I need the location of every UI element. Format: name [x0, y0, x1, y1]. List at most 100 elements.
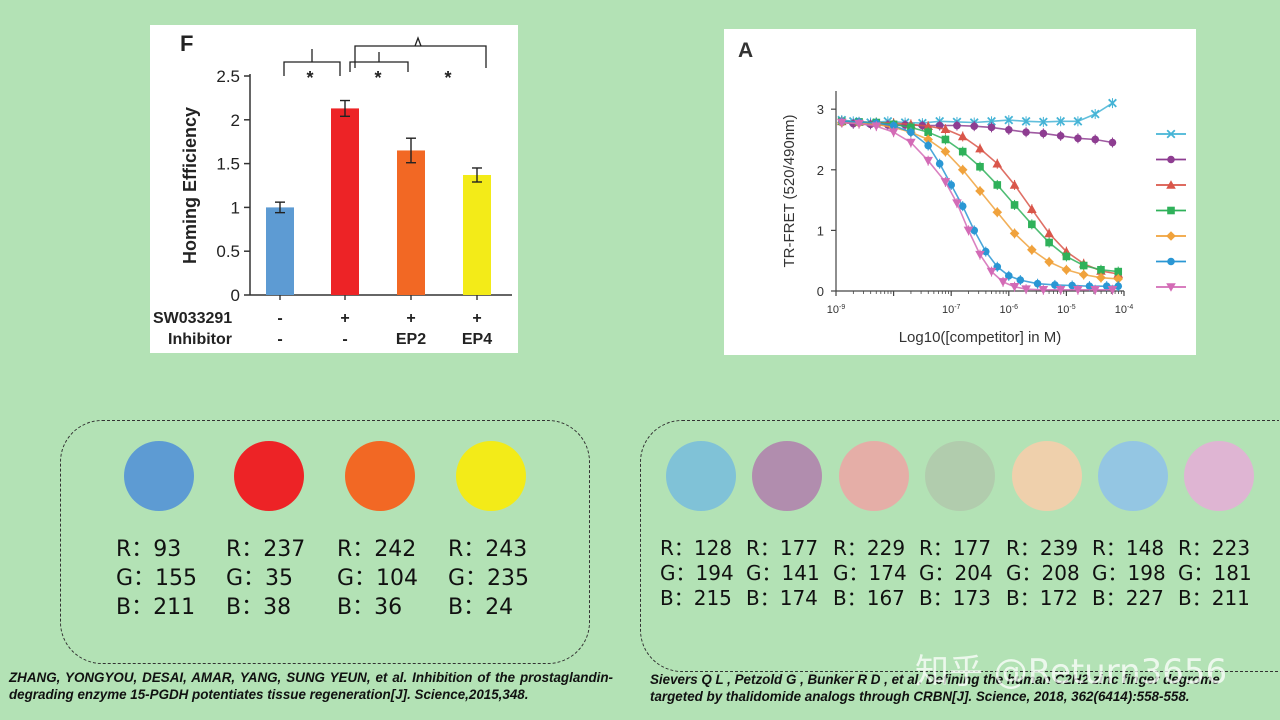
data-point: [1079, 261, 1088, 270]
x-axis-label: Log10([competitor] in M): [899, 329, 1062, 346]
inhibitor-value: EP4: [462, 331, 492, 348]
right-rgb-label-4: R：177 G：204 B：173: [919, 536, 993, 611]
panel-label: A: [738, 39, 753, 62]
data-point: [940, 146, 951, 157]
data-point: [1085, 282, 1094, 290]
rgb-r-value: R：93: [116, 537, 182, 562]
data-point: [1045, 238, 1053, 247]
data-point: [923, 121, 933, 130]
data-point: [1061, 264, 1072, 275]
rgb-g-value: G：141: [746, 561, 820, 585]
x-tick-label: 10-5: [1057, 304, 1076, 316]
data-point: [935, 159, 944, 168]
rgb-r-value: R：223: [1178, 536, 1251, 560]
data-point: [1097, 265, 1105, 274]
data-point: [953, 121, 961, 130]
data-point: [1044, 257, 1054, 267]
data-point: [888, 128, 899, 138]
right-swatch-7: [1184, 441, 1254, 511]
data-point: [1033, 279, 1042, 288]
bar-3: [397, 150, 425, 295]
y-tick-label: 2: [231, 111, 240, 130]
data-point: [970, 122, 979, 130]
data-point: [975, 143, 985, 153]
bar-chart: F 0 0.5 1 1.5 2 2.5 Homing Efficiency - - + - + EP2 + E…: [153, 31, 512, 348]
right-swatch-4: [925, 441, 995, 511]
legend-marker: [1166, 129, 1176, 139]
left-swatch-3: [345, 441, 415, 511]
legend-marker: [1167, 257, 1175, 266]
data-point: [1056, 132, 1065, 140]
data-point: [1005, 125, 1013, 134]
data-point: [1102, 282, 1111, 290]
significance-star: *: [374, 68, 381, 88]
right-rgb-label-7: R：223 G：181 B：211: [1178, 536, 1252, 611]
data-point: [970, 226, 979, 235]
left-swatch-4: [456, 441, 526, 511]
series-6: [836, 117, 1118, 295]
rgb-b-value: B：211: [116, 595, 196, 620]
bar-2: [331, 108, 359, 295]
significance-star: *: [306, 68, 313, 88]
data-point: [889, 121, 898, 130]
y-tick-label: 3: [817, 102, 824, 117]
data-point: [993, 181, 1002, 189]
line-chart: A 0 1 2 3 10-9 10-7 10-6 10-5 10-4 Log10([competit…: [738, 39, 1186, 346]
left-swatch-group: [60, 420, 590, 664]
data-point: [1078, 269, 1089, 280]
data-point: [1073, 285, 1083, 295]
rgb-g-value: G：235: [448, 566, 530, 591]
sw033291-value: +: [406, 310, 415, 327]
data-point: [957, 131, 968, 141]
right-swatch-6: [1098, 441, 1168, 511]
data-point: [871, 122, 882, 131]
right-swatch-3: [839, 441, 909, 511]
left-rgb-label-2: R：237 G：35 B：38: [226, 535, 305, 622]
line-chart-panel: A 0 1 2 3 10-9 10-7 10-6 10-5 10-4 Log10([competit…: [724, 29, 1196, 355]
data-point: [947, 181, 955, 189]
right-swatch-group: [640, 420, 1279, 672]
bar-1: [266, 207, 294, 295]
rgb-r-value: R：237: [226, 537, 306, 562]
data-point: [940, 178, 951, 187]
rgb-g-value: G：35: [226, 566, 294, 591]
legend-marker: [1167, 206, 1175, 215]
data-point: [940, 124, 951, 133]
right-rgb-label-3: R：229 G：174 B：167: [833, 536, 907, 611]
right-swatch-5: [1012, 441, 1082, 511]
data-point: [1027, 204, 1037, 213]
data-point: [992, 158, 1003, 168]
data-point: [923, 156, 933, 166]
left-swatch-1: [124, 441, 194, 511]
inhibitor-value: EP2: [396, 331, 426, 348]
data-point: [906, 138, 916, 148]
data-point: [1073, 116, 1083, 126]
watermark: 知乎 @Return3656: [915, 652, 1228, 692]
sw033291-value: +: [340, 310, 349, 327]
y-tick-label: 0: [231, 286, 240, 305]
citation-right: Sievers Q L , Petzold G , Bunker R D , e…: [650, 672, 1220, 704]
data-point: [907, 128, 915, 137]
row-label-sw033291: SW033291: [153, 310, 232, 327]
legend-marker: [1166, 231, 1176, 241]
rgb-r-value: R：148: [1092, 536, 1165, 560]
x-tick-label: 10-4: [1115, 304, 1134, 316]
rgb-b-value: B：38: [226, 595, 292, 620]
rgb-b-value: B：172: [1006, 586, 1078, 610]
bracket-peak: [414, 36, 422, 47]
y-tick-label: 2.5: [216, 67, 240, 86]
data-point: [1113, 274, 1124, 284]
rgb-b-value: B：215: [660, 586, 732, 610]
data-point: [1009, 228, 1020, 239]
data-point: [1009, 180, 1020, 189]
data-point: [1114, 282, 1123, 290]
rgb-g-value: G：104: [337, 566, 419, 591]
left-rgb-label-1: R：93 G：155 B：211: [116, 535, 197, 622]
y-axis-label: Homing Efficiency: [180, 107, 200, 264]
rgb-g-value: G：198: [1092, 561, 1166, 585]
rgb-b-value: B：174: [746, 586, 818, 610]
rgb-b-value: B：36: [337, 595, 403, 620]
rgb-g-value: G：181: [1178, 561, 1252, 585]
data-point: [1090, 109, 1100, 119]
data-point: [958, 202, 967, 210]
